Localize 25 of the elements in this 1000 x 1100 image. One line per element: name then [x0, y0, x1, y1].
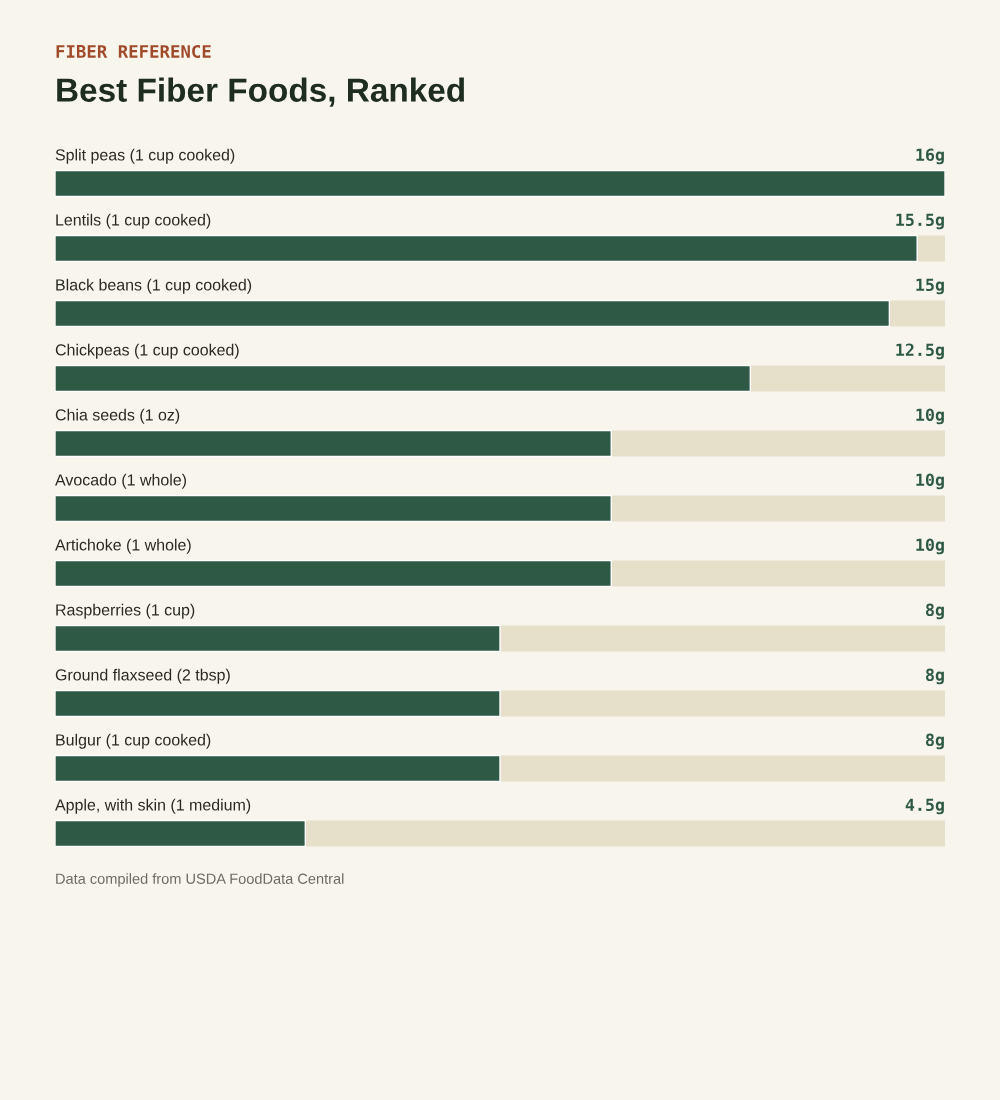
chart-subtitle: FIBER REFERENCE — [56, 44, 211, 59]
y-tick-label: Raspberries (1 cup) — [56, 603, 195, 619]
data-label: 8g — [925, 603, 944, 620]
y-tick-label: Apple, with skin (1 medium) — [55, 798, 251, 814]
y-tick-label: Bulgur (1 cup cooked) — [56, 733, 211, 749]
data-label: 10g — [916, 473, 944, 490]
data-label: 15g — [916, 278, 944, 295]
y-tick-label: Black beans (1 cup cooked) — [56, 278, 252, 294]
data-label: 8g — [925, 668, 944, 685]
y-tick-label: Lentils (1 cup cooked) — [56, 213, 211, 229]
y-tick-label: Ground flaxseed (2 tbsp) — [55, 668, 230, 684]
data-label: 10g — [916, 408, 944, 425]
y-tick-label: Artichoke (1 whole) — [55, 538, 191, 554]
text: Data compiled from USDA FoodData Central — [56, 873, 344, 887]
y-tick-label: Chia seeds (1 oz) — [55, 408, 180, 424]
data-label: 12.5g — [896, 343, 944, 360]
y-tick-label: Chickpeas (1 cup cooked) — [55, 343, 239, 359]
data-label: 8g — [925, 733, 944, 750]
data-label: 16g — [916, 148, 944, 165]
data-label: 15.5g — [896, 213, 944, 230]
y-tick-label: Split peas (1 cup cooked) — [55, 148, 235, 164]
chart-title: Best Fiber Foods, Ranked — [57, 77, 464, 107]
data-label: 10g — [916, 538, 944, 555]
data-label: 4.5g — [905, 798, 944, 815]
y-tick-label: Avocado (1 whole) — [55, 473, 187, 489]
